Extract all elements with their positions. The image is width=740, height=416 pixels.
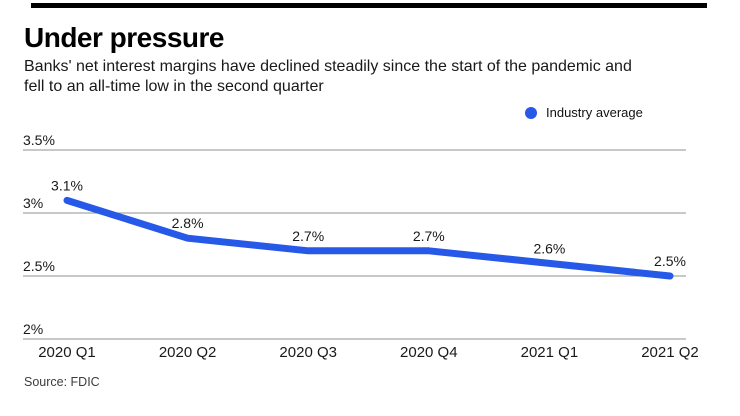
x-tick-label: 2020 Q4 bbox=[400, 344, 458, 361]
data-label: 2.7% bbox=[413, 228, 445, 244]
x-tick-label: 2020 Q2 bbox=[159, 344, 217, 361]
data-label: 2.7% bbox=[292, 228, 324, 244]
y-tick-label: 2% bbox=[23, 321, 43, 337]
x-tick-label: 2020 Q1 bbox=[38, 344, 96, 361]
data-label: 3.1% bbox=[51, 177, 83, 193]
y-tick-label: 3% bbox=[23, 195, 43, 211]
chart-subtitle-line-2: fell to an all-time low in the second qu… bbox=[24, 78, 324, 95]
top-rule bbox=[31, 3, 707, 8]
trend-line bbox=[63, 196, 674, 280]
legend: Industry average bbox=[525, 105, 643, 120]
legend-label: Industry average bbox=[546, 105, 643, 120]
y-tick-label: 2.5% bbox=[23, 258, 55, 274]
x-tick-label: 2021 Q2 bbox=[641, 344, 699, 361]
chart-subtitle-line-1: Banks' net interest margins have decline… bbox=[24, 58, 632, 75]
y-tick-label: 3.5% bbox=[23, 132, 55, 148]
chart-subtitle: Banks' net interest margins have decline… bbox=[24, 57, 632, 97]
data-label: 2.5% bbox=[654, 253, 686, 269]
x-tick-label: 2020 Q3 bbox=[279, 344, 337, 361]
legend-marker-icon bbox=[525, 106, 537, 119]
source-note: Source: FDIC bbox=[24, 375, 100, 389]
x-tick-label: 2021 Q1 bbox=[521, 344, 579, 361]
data-label: 2.6% bbox=[533, 240, 565, 256]
data-label: 2.8% bbox=[172, 215, 204, 231]
chart-title: Under pressure bbox=[24, 22, 224, 53]
